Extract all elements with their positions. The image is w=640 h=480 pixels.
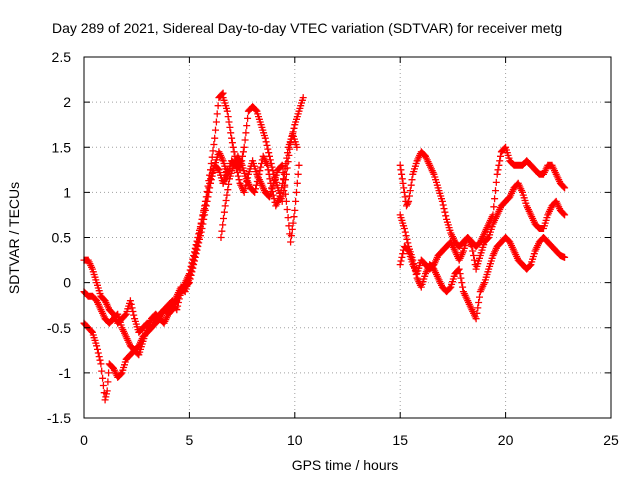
y-tick-label: 2 (63, 94, 71, 110)
series-track-9 (396, 211, 569, 323)
data-point-markers (396, 211, 569, 323)
x-tick-label: 20 (498, 432, 514, 448)
y-tick-label: 1.5 (52, 139, 72, 155)
x-tick-label: 15 (392, 432, 408, 448)
x-tick-label: 0 (80, 432, 88, 448)
y-tick-label: 0 (63, 275, 71, 291)
data-point-markers (80, 89, 227, 404)
y-tick-label: 0.5 (52, 230, 72, 246)
data-points (80, 89, 569, 404)
series-track-8 (396, 179, 569, 278)
x-tick-label: 25 (603, 432, 619, 448)
series-track-7 (396, 143, 569, 250)
data-point-markers (396, 143, 569, 250)
plot-frame (83, 56, 612, 419)
data-point-markers (217, 130, 301, 241)
series-track-3 (80, 89, 227, 404)
y-tick-label: -1.5 (47, 410, 71, 426)
tick-labels: 0 5 10 15 20 25 -1.5 -1 -0.5 0 0.5 1 1.5 2 2.5 (47, 49, 619, 448)
y-tick-label: -0.5 (47, 320, 71, 336)
y-tick-label: 1 (63, 184, 71, 200)
x-tick-label: 5 (186, 432, 194, 448)
y-axis-label: SDTVAR / TECUs (6, 182, 22, 294)
axis-ticks (83, 56, 612, 419)
y-tick-label: 2.5 (52, 49, 72, 65)
data-point-markers (396, 179, 569, 278)
x-axis-label: GPS time / hours (292, 457, 399, 473)
series-track-6 (217, 130, 301, 241)
y-tick-label: -1 (59, 365, 72, 381)
x-tick-label: 10 (287, 432, 303, 448)
grid-layer (84, 57, 611, 418)
chart-title: Day 289 of 2021, Sidereal Day-to-day VTE… (52, 20, 562, 36)
